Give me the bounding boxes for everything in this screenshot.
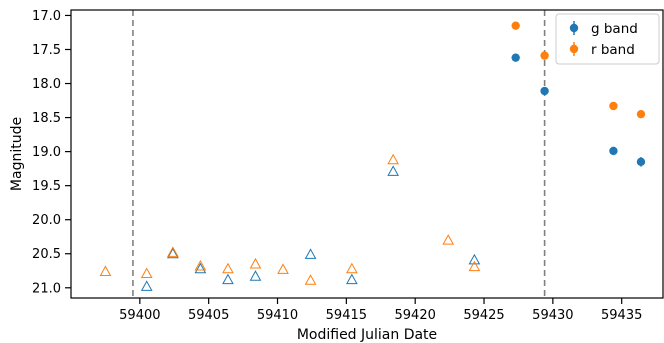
r-band-upper-limit-1 [99, 265, 112, 276]
r-band-upper-limit-2 [140, 267, 153, 278]
y-tick-label-8: 20.5 [32, 247, 61, 262]
r-band-upper-limit-11 [442, 234, 455, 245]
y-tick-label-2: 17.5 [32, 43, 61, 58]
g-band-point-4 [636, 157, 646, 167]
r-band-legend-label: r band [591, 42, 635, 58]
g-band-upper-limit-8 [387, 165, 400, 176]
y-tick-label-9: 21.0 [32, 281, 61, 296]
g-band-upper-limit-4 [222, 273, 234, 285]
r-band-legend-marker [569, 44, 579, 54]
x-tick-label-4: 59415 [326, 308, 367, 323]
r-band-point-2 [540, 51, 549, 60]
x-tick-label-8: 59435 [601, 308, 642, 323]
y-tick-label-7: 20.0 [32, 213, 61, 228]
x-tick-label-3: 59410 [257, 308, 298, 323]
g-band-upper-limit-1 [140, 280, 153, 291]
axes: 59400 59405 59410 59415 59420 59425 59430 59435… [32, 9, 664, 323]
r-band-point-1 [511, 21, 520, 30]
g-band-upper-limit-9 [468, 253, 481, 265]
r-band-upper-limit-9 [346, 262, 358, 274]
x-tick-label-7: 59430 [532, 308, 573, 323]
x-axis-label: Modified Julian Date [297, 327, 437, 343]
g-band-point-3 [609, 146, 618, 156]
g-band-upper-limit-7 [346, 273, 358, 285]
y-tick-label-1: 17.0 [32, 9, 61, 24]
x-tick-label-5: 59420 [395, 308, 436, 323]
y-tick-label-4: 18.5 [32, 111, 61, 126]
reference-lines [132, 10, 546, 298]
g-band-upper-limit-2 [167, 247, 179, 259]
r-band-upper-limit-3 [167, 246, 179, 257]
g-band-point-2 [540, 86, 549, 96]
x-tick-label-6: 59425 [463, 308, 504, 323]
r-band-point-3 [609, 101, 618, 111]
r-band-upper-limit-12 [468, 260, 481, 272]
g-band-legend-label: g band [591, 21, 638, 37]
r-band-upper-limit-7 [277, 263, 289, 274]
r-band-upper-limit-8 [304, 274, 317, 285]
data-points [99, 21, 646, 291]
r-band-upper-limit-10 [387, 153, 400, 165]
g-band-legend-marker [569, 23, 579, 33]
x-tick-label-2: 59405 [188, 308, 229, 323]
x-tick-label-1: 59400 [119, 308, 160, 323]
y-tick-label-6: 19.5 [32, 179, 61, 194]
y-axis-label: Magnitude [9, 117, 25, 191]
g-band-upper-limit-6 [304, 248, 317, 259]
g-band-upper-limit-3 [194, 262, 207, 274]
r-band-point-4 [636, 109, 646, 119]
legend-box [555, 13, 660, 65]
r-band-upper-limit-5 [222, 262, 234, 274]
plot-frame [70, 9, 664, 299]
y-tick-label-5: 19.0 [32, 145, 61, 160]
y-tick-label-3: 18.0 [32, 77, 61, 92]
r-band-upper-limit-4 [194, 259, 207, 271]
legend: g band r band [555, 13, 660, 65]
r-band-upper-limit-6 [249, 257, 262, 269]
g-band-upper-limit-5 [249, 270, 262, 281]
g-band-point-1 [511, 53, 520, 62]
